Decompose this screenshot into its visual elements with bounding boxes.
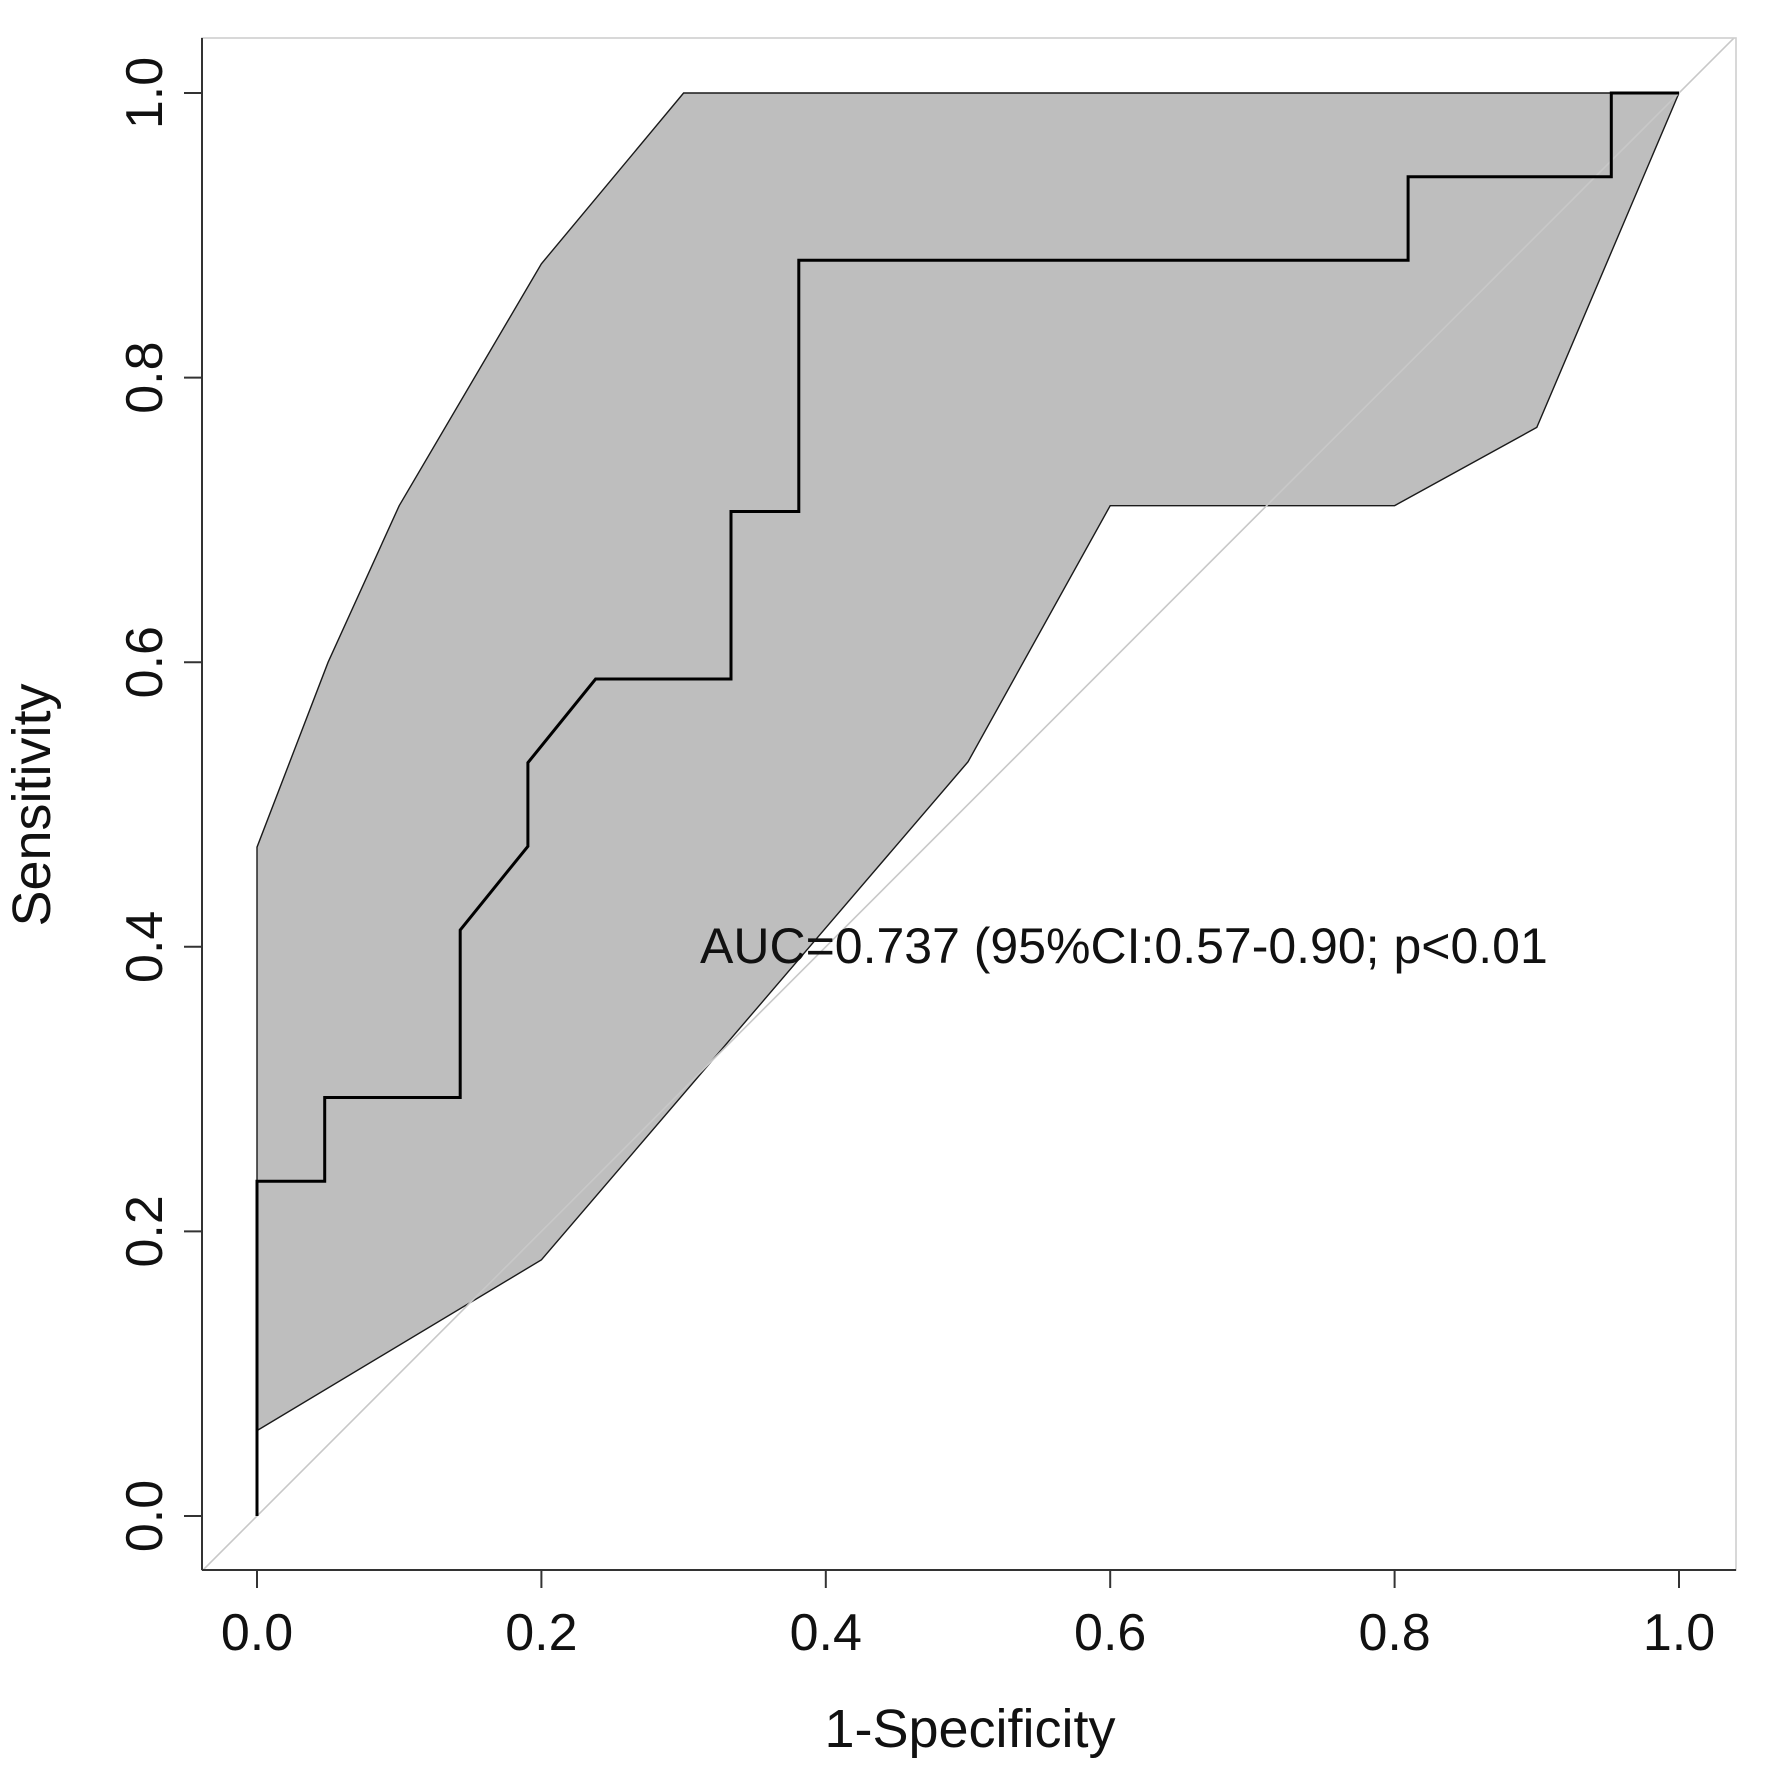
- y-axis-ticks: 0.0 0.2 0.4 0.6 0.8 1.0: [116, 57, 202, 1552]
- confidence-band-layer: [256, 92, 1681, 1432]
- x-tick-label: 0.2: [505, 1604, 577, 1662]
- x-tick-label: 1.0: [1643, 1604, 1715, 1662]
- plot-frame-layer: [201, 37, 1737, 1571]
- confidence-band: [256, 92, 1681, 1432]
- y-tick-label: 0.4: [116, 911, 174, 983]
- y-tick-label: 0.0: [116, 1480, 174, 1552]
- y-tick-label: 0.2: [116, 1195, 174, 1267]
- series-layer: [255, 91, 1679, 1516]
- reference-diagonal-line: [202, 38, 1736, 1570]
- x-tick-label: 0.6: [1074, 1604, 1146, 1662]
- auc-annotation: AUC=0.737 (95%CI:0.57-0.90; p<0.01: [700, 918, 1548, 974]
- y-tick-label: 0.6: [116, 626, 174, 698]
- roc-curve-line: [255, 91, 1679, 1516]
- x-axis-title: 1-Specificity: [824, 1699, 1115, 1759]
- reference-line-layer: [202, 38, 1736, 1570]
- x-tick-label: 0.0: [221, 1604, 293, 1662]
- x-axis-ticks: 0.0 0.2 0.4 0.6 0.8 1.0: [221, 1570, 1715, 1662]
- x-tick-label: 0.4: [790, 1604, 862, 1662]
- x-tick-label: 0.8: [1358, 1604, 1430, 1662]
- y-tick-label: 1.0: [116, 57, 174, 129]
- y-tick-label: 0.8: [116, 341, 174, 413]
- y-axis-title: Sensitivity: [2, 683, 62, 926]
